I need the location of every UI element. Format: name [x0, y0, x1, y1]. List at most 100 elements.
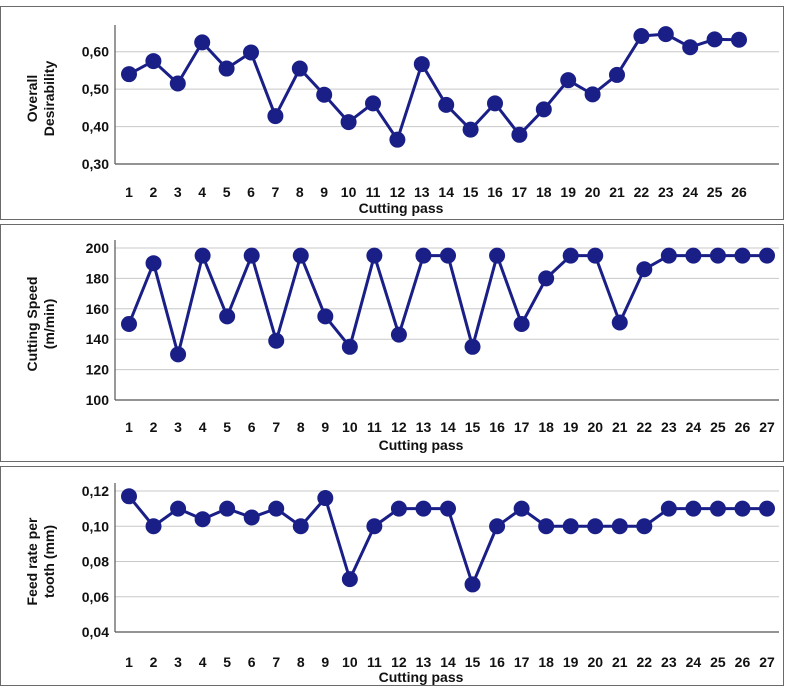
x-tick-label: 24: [682, 184, 698, 200]
data-point: [560, 72, 577, 89]
x-tick-label: 20: [587, 419, 603, 435]
data-point: [511, 126, 528, 143]
y-tick-label: 120: [86, 362, 110, 378]
x-tick-label: 13: [416, 419, 432, 435]
series-line: [128, 32, 740, 142]
y-tick-label: 0,30: [82, 156, 109, 172]
data-point: [267, 108, 284, 125]
x-tick-label: 27: [759, 419, 775, 435]
data-point: [487, 95, 503, 112]
data-point: [562, 518, 579, 535]
x-tick-label: 2: [150, 654, 158, 670]
x-tick-label: 7: [272, 419, 280, 435]
data-point: [513, 316, 530, 332]
x-tick-label: 17: [514, 419, 530, 435]
chart-panel-overall-desirability: 0,30 0,40 0,50 0,60 1 2 3 4 5 6 7 8 9 10 11 12 13 14 15 16 1…: [0, 6, 784, 220]
x-tick-label: 6: [248, 419, 256, 435]
x-tick-label: 1: [125, 184, 133, 200]
x-tick-label: 25: [710, 419, 726, 435]
data-point: [218, 60, 235, 77]
x-tick-label: 13: [414, 184, 430, 200]
x-tick-label: 20: [587, 654, 603, 670]
data-point: [513, 500, 530, 517]
data-point: [243, 247, 260, 264]
x-tick-label: 10: [342, 654, 358, 670]
data-point: [706, 31, 723, 48]
data-point: [562, 247, 579, 264]
chart-panel-cutting-speed: 100 120 140 160 180 200 1 2 3 4 5 6 7 8 9 10 11 12 13 14 15 1…: [0, 224, 784, 462]
data-point: [415, 500, 432, 517]
x-tick-label: 21: [612, 654, 628, 670]
data-point: [219, 308, 236, 325]
x-tick-label: 14: [438, 184, 454, 200]
y-axis-title: Cutting Speed: [24, 277, 40, 372]
x-tick-label: 8: [296, 184, 304, 200]
x-tick-label: 11: [367, 419, 382, 435]
x-tick-label: 11: [366, 184, 381, 200]
x-tick-label: 16: [489, 654, 505, 670]
data-point: [587, 247, 604, 264]
x-tick-label: 5: [223, 419, 231, 435]
x-tick-label: 20: [585, 184, 601, 200]
chart-feed-rate: 0,040,060,080,100,121 2 3 4 5 6 7 8 9 10 11 12 13 14 1…: [24, 483, 779, 685]
x-tick-label: 3: [174, 184, 182, 200]
x-tick-label: 1: [125, 419, 133, 435]
x-tick-label: 14: [440, 654, 456, 670]
x-tick-label: 7: [272, 654, 280, 670]
data-point: [538, 518, 555, 535]
x-tick-label: 10: [341, 184, 357, 200]
y-tick-label: 0,04: [82, 624, 109, 640]
y-tick-label: 0,40: [82, 119, 109, 135]
x-tick-label: 12: [391, 654, 407, 670]
data-point: [611, 518, 628, 535]
x-tick-label: 18: [536, 184, 552, 200]
y-axis-title: Feed rate per: [24, 517, 40, 605]
data-point: [734, 500, 751, 517]
x-tick-label: 15: [465, 654, 481, 670]
x-tick-label: 26: [735, 654, 751, 670]
data-point: [438, 96, 455, 113]
data-point: [121, 66, 137, 83]
x-tick-label: 13: [416, 654, 432, 670]
y-tick-label: 160: [86, 301, 110, 317]
chart-panel-feed-rate: 0,04 0,06 0,08 0,10 0,12 1 2 3 4 5 6 7 8 9 10 11 12 13 14 1…: [0, 466, 784, 686]
y-tick-label: 180: [86, 270, 110, 286]
data-point: [145, 255, 162, 272]
data-point: [682, 39, 699, 56]
x-tick-label: 26: [735, 419, 751, 435]
data-point: [709, 500, 726, 517]
data-point: [268, 500, 285, 517]
x-tick-label: 3: [174, 419, 182, 435]
x-tick-label: 19: [563, 654, 579, 670]
data-point: [440, 500, 456, 517]
data-point: [611, 314, 628, 331]
data-point: [121, 316, 137, 332]
data-point: [194, 511, 211, 528]
data-point: [415, 247, 432, 264]
data-point: [462, 121, 479, 138]
data-point: [292, 518, 309, 535]
data-point: [316, 86, 333, 103]
data-point: [366, 518, 383, 535]
x-tick-label: 12: [390, 184, 406, 200]
x-tick-label: 18: [538, 419, 554, 435]
x-tick-label: 15: [463, 184, 479, 200]
data-point: [464, 576, 481, 593]
data-point: [660, 500, 677, 517]
data-point: [731, 31, 747, 48]
y-tick-label: 0,60: [82, 44, 109, 60]
x-tick-label: 2: [150, 184, 158, 200]
x-tick-label: 4: [199, 419, 207, 435]
data-point: [365, 95, 381, 112]
x-tick-label: 16: [487, 184, 503, 200]
data-point: [685, 247, 702, 264]
data-point: [636, 261, 653, 278]
data-point: [145, 53, 162, 70]
data-point: [268, 332, 285, 349]
x-tick-label: 17: [512, 184, 528, 200]
x-tick-label: 2: [150, 419, 158, 435]
data-point: [759, 247, 775, 264]
x-tick-label: 16: [489, 419, 505, 435]
data-point: [145, 518, 162, 535]
y-tick-label: 140: [86, 331, 110, 347]
